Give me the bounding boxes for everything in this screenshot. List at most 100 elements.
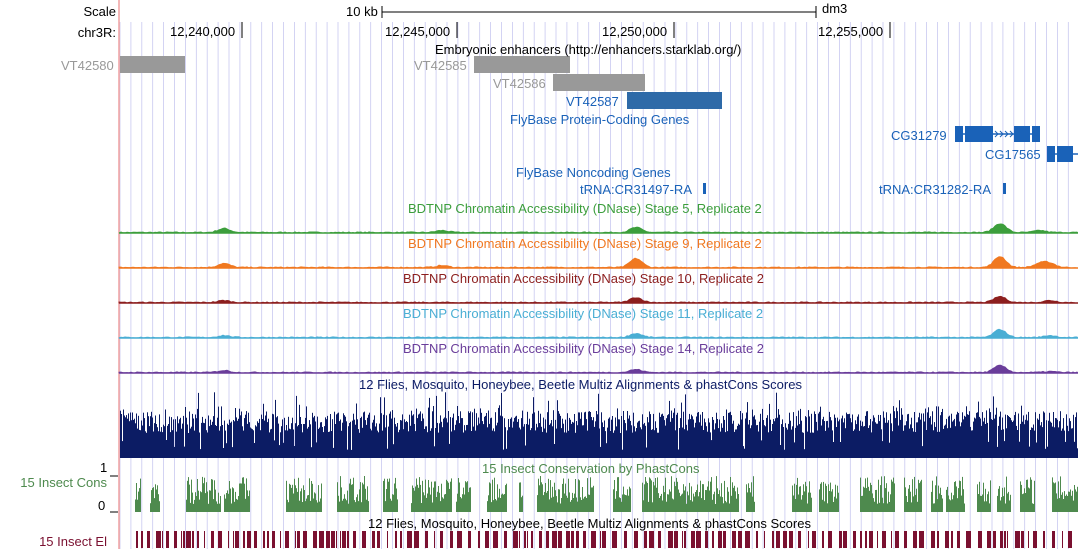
multiz-bar [903, 430, 904, 458]
multiz-bar [770, 419, 771, 458]
multiz-bar [561, 428, 562, 458]
multiz-bar [734, 431, 735, 458]
insect-el-block [738, 531, 742, 548]
insect-cons-bar [962, 476, 963, 512]
insect-el-side-label[interactable]: 15 Insect El [39, 534, 107, 549]
insect-cons-bar [465, 481, 466, 512]
multiz-bar [438, 432, 439, 458]
insect-cons-bar [239, 483, 240, 512]
insect-cons-bar [293, 493, 294, 512]
insect-cons-bar [912, 479, 913, 512]
insect-cons-bar [419, 477, 420, 512]
insect-cons-bar [801, 499, 802, 512]
multiz-bar [187, 424, 188, 458]
multiz-bar [849, 413, 850, 458]
trna-label-cr31282[interactable]: tRNA:CR31282-RA [879, 182, 991, 197]
insect-cons-bar [466, 482, 467, 512]
gene-label-cg17565[interactable]: CG17565 [985, 147, 1041, 162]
insect-el-block [192, 531, 194, 548]
multiz-bar [130, 412, 131, 458]
multiz-bar [681, 402, 682, 458]
multiz-bar [860, 420, 861, 458]
multiz-bar [945, 424, 946, 458]
multiz-bar [129, 421, 130, 458]
gene-label-cg31279[interactable]: CG31279 [891, 128, 947, 143]
multiz-bar [566, 432, 567, 458]
insect-cons-bar [921, 479, 922, 512]
multiz-bar [268, 418, 269, 458]
multiz-bar [598, 393, 599, 458]
multiz-bar [309, 420, 310, 458]
multiz-bar [462, 418, 463, 458]
insect-el-block [336, 531, 337, 548]
trna-marker-cr31497 [703, 183, 706, 194]
multiz-bar [889, 442, 890, 458]
enhancer-label-vt42580[interactable]: VT42580 [61, 58, 114, 73]
multiz-bar [783, 427, 784, 458]
multiz-bar [748, 424, 749, 458]
multiz-bar [958, 413, 959, 458]
insect-el-block [904, 531, 907, 548]
insect-el-block [440, 531, 443, 548]
multiz-bar [457, 406, 458, 458]
multiz-bar [500, 415, 501, 458]
insect-cons-bar [652, 502, 653, 512]
multiz-bar [1002, 417, 1003, 458]
flybase-noncoding-track-title: FlyBase Noncoding Genes [516, 165, 671, 180]
multiz-bar [323, 432, 324, 458]
insect-cons-bar [159, 501, 160, 512]
insect-cons-bar [290, 484, 291, 512]
insect-cons-bar [977, 484, 978, 512]
insect-cons-bar [948, 495, 949, 512]
enhancer-label-vt42587[interactable]: VT42587 [566, 94, 619, 109]
multiz-bar [221, 406, 222, 458]
multiz-bar [838, 421, 839, 458]
enhancer-label-vt42586[interactable]: VT42586 [493, 76, 546, 91]
multiz-bar [329, 431, 330, 458]
insect-cons-bar [464, 494, 465, 512]
insect-el-block [387, 531, 388, 548]
multiz-bar [471, 431, 472, 458]
multiz-bar [1020, 423, 1021, 458]
multiz-bar [1045, 448, 1046, 458]
insect-cons-bar [830, 482, 831, 512]
insect-cons-bar [151, 490, 152, 512]
insect-cons-bar [885, 488, 886, 512]
multiz-bar [937, 431, 938, 458]
multiz-bar [328, 432, 329, 458]
flybase-coding-track-title: FlyBase Protein-Coding Genes [510, 112, 690, 127]
multiz-bar [859, 430, 860, 458]
multiz-bar [906, 421, 907, 458]
insect-cons-bar [232, 487, 233, 512]
insect-cons-bar [298, 477, 299, 512]
multiz-bar [880, 415, 881, 458]
enhancer-label-vt42585[interactable]: VT42585 [414, 58, 467, 73]
insect-el-block [228, 531, 229, 548]
insect-cons-bar [158, 494, 159, 512]
multiz-bar [953, 420, 954, 458]
insect-el-block [347, 531, 349, 548]
trna-label-cr31497[interactable]: tRNA:CR31497-RA [580, 182, 692, 197]
multiz-bar [967, 414, 968, 458]
insect-cons-bar [294, 478, 295, 512]
multiz-bar [732, 423, 733, 458]
multiz-bar [1001, 429, 1002, 458]
multiz-bar [282, 419, 283, 458]
insect-cons-bar [575, 479, 576, 512]
insect-cons-bar [425, 479, 426, 512]
multiz-bar [352, 420, 353, 458]
multiz-bar [298, 425, 299, 458]
insect-el-block [233, 531, 234, 548]
multiz-bar [695, 422, 696, 458]
insect-cons-bar [747, 492, 748, 512]
multiz-bar [760, 413, 761, 458]
insect-cons-side-label[interactable]: 15 Insect Cons [20, 475, 107, 490]
insect-cons-bar [879, 502, 880, 512]
multiz-bar [532, 413, 533, 458]
multiz-bar [790, 420, 791, 458]
ruler-position-3: 12,250,000 [602, 24, 668, 39]
insect-cons-bar [588, 494, 589, 512]
multiz-bar [651, 429, 652, 458]
insect-cons-bar [732, 482, 733, 512]
multiz-bar [956, 414, 957, 458]
